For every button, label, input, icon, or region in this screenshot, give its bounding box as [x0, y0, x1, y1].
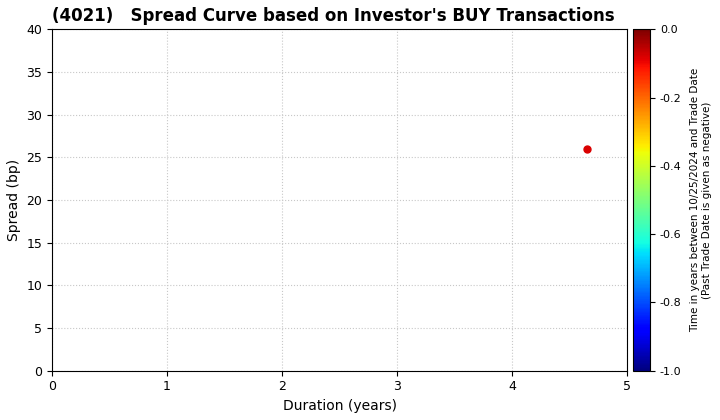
Point: [581, 145, 593, 152]
Text: (4021)   Spread Curve based on Investor's BUY Transactions: (4021) Spread Curve based on Investor's …: [52, 7, 615, 25]
Y-axis label: Spread (bp): Spread (bp): [7, 159, 21, 241]
Y-axis label: Time in years between 10/25/2024 and Trade Date
(Past Trade Date is given as neg: Time in years between 10/25/2024 and Tra…: [690, 68, 711, 332]
X-axis label: Duration (years): Duration (years): [282, 399, 397, 413]
